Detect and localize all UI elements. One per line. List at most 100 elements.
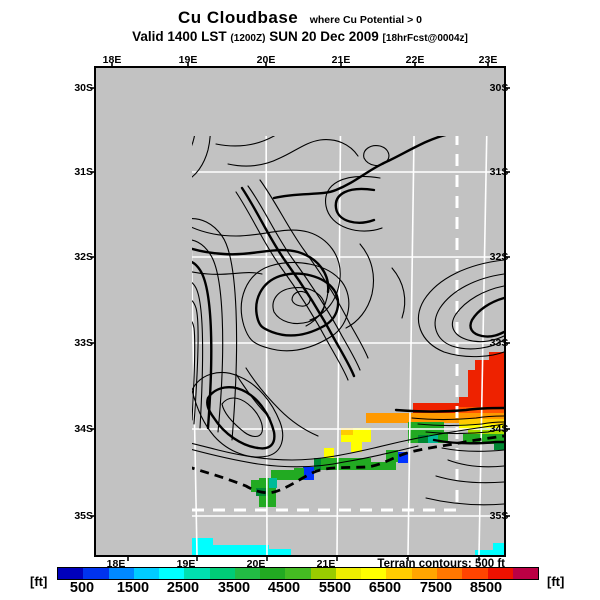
cloudbase-colorbar [57, 567, 539, 580]
colorbar-segment [234, 568, 261, 579]
terrain-contour-bold [334, 187, 376, 224]
colorbar-segment [209, 568, 235, 579]
terrain-contour-bold [469, 296, 506, 338]
terrain-contour [272, 287, 325, 325]
terrain-contour [325, 175, 383, 232]
terrain-contour [192, 300, 199, 425]
terrain-contour-bold [394, 406, 506, 413]
meridian-line [265, 136, 268, 556]
colorbar-tick-label: 3500 [217, 580, 251, 596]
lon-label-top: 20E [256, 54, 276, 66]
lon-label-top: 21E [331, 54, 351, 66]
cloudbase-cell [408, 422, 444, 432]
lat-label-right: 30S [489, 82, 509, 94]
terrain-contour [192, 218, 238, 441]
colorbar-segment [108, 568, 134, 579]
cloudbase-cell [324, 448, 334, 458]
valid-time-label: Valid 1400 LST [132, 29, 227, 44]
colorbar-unit-left: [ft] [30, 574, 48, 589]
terrain-contour [305, 291, 329, 327]
terrain-contour [240, 261, 350, 352]
terrain-contour [434, 273, 505, 350]
terrain-contour [425, 497, 505, 506]
lon-label-top: 18E [102, 54, 122, 66]
colorbar-segment [285, 568, 311, 579]
colorbar-tick-label: 500 [69, 580, 95, 596]
colorbar-segment [159, 568, 185, 579]
lon-label-top: 22E [405, 54, 425, 66]
cloudbase-cell [468, 370, 504, 398]
colorbar-segment [83, 568, 109, 579]
cloudbase-cell [294, 468, 304, 480]
cloudbase-cell [398, 452, 408, 463]
chart-title-qualifier: where Cu Potential > 0 [309, 14, 423, 26]
valid-utc-label: (1200Z) [230, 33, 266, 44]
colorbar-tick-label: 2500 [166, 580, 200, 596]
lon-label-top: 23E [478, 54, 498, 66]
terrain-contour [227, 139, 359, 167]
colorbar-segment [487, 568, 513, 579]
lat-label-left: 32S [74, 251, 93, 263]
valid-date-label: SUN 20 Dec 2009 [269, 29, 379, 44]
colorbar-tick-label: 4500 [267, 580, 301, 596]
colorbar-tick-label: 5500 [318, 580, 352, 596]
chart-subtitle: Valid 1400 LST (1200Z) SUN 20 Dec 2009 [… [0, 29, 600, 44]
ocean-cloudbase-cell [213, 545, 269, 555]
colorbar-segment [436, 568, 463, 579]
colorbar-segment [462, 568, 488, 579]
terrain-contour [192, 239, 224, 433]
terrain-contour [221, 397, 263, 438]
lat-label-right: 35S [489, 510, 509, 522]
lat-label-right: 34S [489, 423, 509, 435]
terrain-contour [192, 271, 263, 275]
terrain-contour [192, 445, 419, 468]
terrain-contour [192, 423, 505, 461]
map-background [94, 66, 506, 557]
chart-title: Cu Cloudbase where Cu Potential > 0 [0, 8, 600, 28]
forecast-run-label: [18hrFcst@0004z] [382, 33, 468, 44]
colorbar-segment [310, 568, 336, 579]
terrain-contour-bold [192, 260, 213, 430]
terrain-contour-bold [255, 272, 340, 337]
cloudbase-cell [341, 428, 353, 435]
cloudbase-cell [413, 403, 459, 413]
colorbar-tick-label: 1500 [116, 580, 150, 596]
terrain-contour [391, 267, 406, 319]
terrain-contour [441, 447, 505, 452]
colorbar-unit-right: [ft] [547, 574, 565, 589]
terrain-contour [447, 459, 505, 468]
colorbar-segment [386, 568, 412, 579]
meridian-line [478, 136, 488, 556]
terrain-contour [192, 136, 211, 178]
terrain-contour [192, 372, 284, 458]
colorbar-segment [361, 568, 387, 579]
terrain-contour [235, 373, 271, 419]
colorbar-segment [184, 568, 210, 579]
terrain-contour [411, 415, 505, 421]
lon-label-top: 19E [178, 54, 198, 66]
colorbar-tick-label: 8500 [469, 580, 503, 596]
terrain-contour [451, 285, 505, 343]
cloudbase-cell [386, 462, 396, 470]
terrain-contour [417, 259, 505, 358]
cloudbase-cell [428, 435, 438, 443]
ocean-cloudbase-cell [475, 550, 493, 555]
terrain-contour-bold [240, 186, 356, 378]
cloudbase-cell [269, 478, 277, 488]
ocean-cloudbase-cell [269, 549, 291, 555]
cloudbase-cell [418, 435, 428, 443]
terrain-contour [192, 282, 204, 429]
terrain-contour [345, 243, 375, 329]
ocean-cloudbase-cell [493, 543, 504, 555]
terrain-contour [247, 185, 361, 371]
colorbar-segment [133, 568, 160, 579]
lat-label-left: 30S [74, 82, 93, 94]
colorbar-segment [335, 568, 362, 579]
colorbar-segment [260, 568, 286, 579]
terrain-contour-bold [432, 438, 506, 445]
terrain-contour [417, 421, 505, 427]
lat-label-right: 31S [489, 166, 509, 178]
terrain-contour [245, 367, 319, 437]
